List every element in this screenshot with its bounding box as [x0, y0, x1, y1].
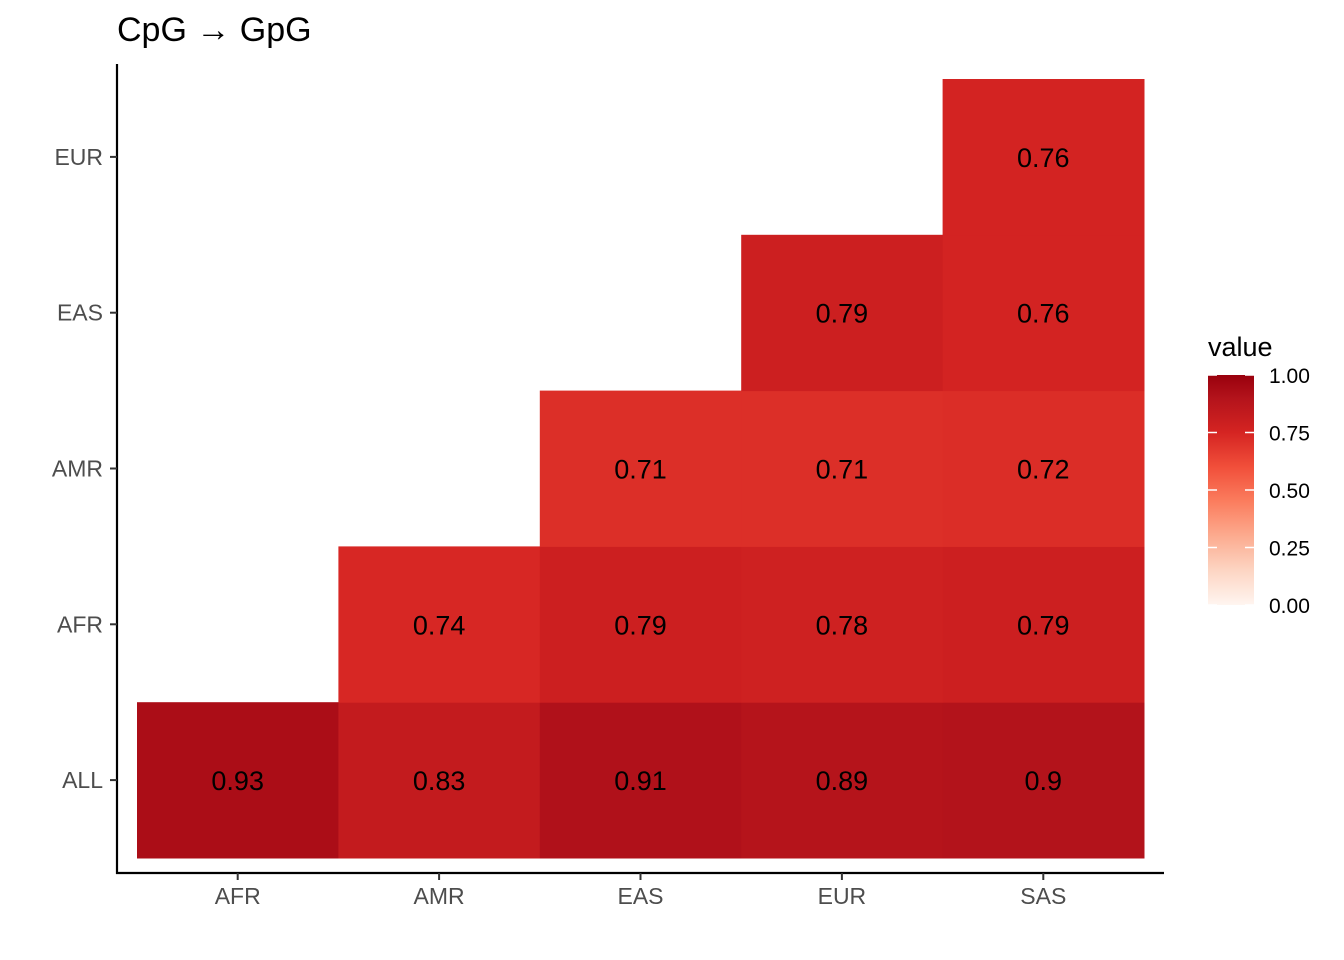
y-tick-label: AMR: [52, 456, 103, 482]
x-tick-label: EUR: [818, 883, 867, 909]
heatmap-cell: [741, 546, 944, 703]
cell-value-label: 0.78: [816, 610, 869, 640]
cell-value-label: 0.74: [413, 610, 466, 640]
legend-ticks: 1.00 0.75 0.50 0.25 0.00: [1208, 365, 1310, 618]
heatmap-cell: [741, 702, 944, 859]
heatmap-cell: [741, 390, 944, 547]
legend-tick-label: 0.50: [1269, 480, 1310, 503]
cell-value-label: 0.9: [1025, 766, 1063, 796]
cell-value-label: 0.91: [614, 766, 667, 796]
legend-title: value: [1208, 332, 1273, 362]
legend-tick-label: 0.25: [1269, 538, 1310, 561]
cell-value-label: 0.93: [211, 766, 264, 796]
color-legend: value 1.00 0.75 0.50 0.25 0.00: [1208, 332, 1310, 618]
heatmap-cell: [942, 234, 1145, 392]
cell-value-label: 0.71: [816, 455, 869, 485]
legend-tick-label: 0.00: [1269, 595, 1310, 618]
heatmap-cell: [942, 546, 1145, 703]
y-axis-ticks: ALL AFR AMR EAS EUR: [52, 144, 117, 793]
x-tick-label: AMR: [414, 883, 465, 909]
cell-value-label: 0.83: [413, 766, 466, 796]
cell-value-label: 0.76: [1017, 143, 1070, 173]
cell-value-label: 0.71: [614, 455, 667, 485]
heatmap-cell: [539, 702, 742, 859]
heatmap-cell: [942, 390, 1145, 547]
heatmap-cell: [338, 546, 541, 703]
heatmap-cell: [942, 79, 1145, 236]
cell-value-label: 0.79: [816, 299, 869, 329]
heatmap-cell: [137, 702, 339, 859]
heatmap-cell-labels: 0.93 0.83 0.91 0.89 0.9 0.74 0.79 0.78 0.79 0.71 0…: [211, 143, 1069, 796]
heatmap-cell: [942, 702, 1145, 859]
legend-tick-label: 0.75: [1269, 423, 1310, 446]
heatmap-cells: [137, 79, 1145, 859]
x-tick-label: SAS: [1020, 883, 1066, 909]
cell-value-label: 0.72: [1017, 455, 1070, 485]
cell-value-label: 0.79: [1017, 610, 1070, 640]
x-tick-label: AFR: [215, 883, 261, 909]
x-tick-label: EAS: [617, 883, 663, 909]
cell-value-label: 0.79: [614, 610, 667, 640]
y-tick-label: EAS: [57, 300, 103, 326]
heatmap-cell: [539, 390, 742, 547]
chart-title: CpG → GpG: [117, 11, 312, 49]
cell-value-label: 0.89: [816, 766, 869, 796]
cell-value-label: 0.76: [1017, 299, 1070, 329]
y-tick-label: AFR: [57, 611, 103, 637]
heatmap-cell: [741, 234, 944, 392]
legend-tick-label: 1.00: [1269, 365, 1310, 388]
heatmap-cell: [539, 546, 742, 703]
x-axis-ticks: AFR AMR EAS EUR SAS: [215, 873, 1066, 909]
y-tick-label: ALL: [62, 767, 103, 793]
y-tick-label: EUR: [54, 144, 103, 170]
heatmap-cell: [338, 702, 541, 859]
